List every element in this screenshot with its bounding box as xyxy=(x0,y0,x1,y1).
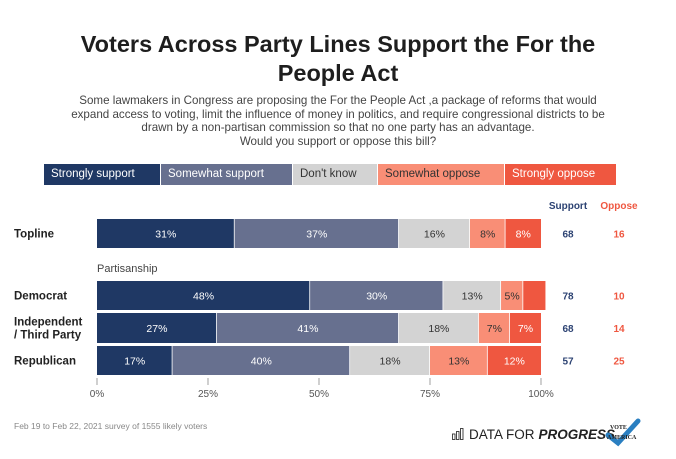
oppose-total: 16 xyxy=(613,230,625,241)
bar-segment xyxy=(216,313,399,343)
legend-item-strongly-support: Strongly support xyxy=(44,164,161,185)
bar-segment xyxy=(509,313,541,343)
bar-value-label: 30% xyxy=(366,291,387,303)
bar-value-label: 13% xyxy=(448,356,469,368)
bar-segment xyxy=(430,346,487,375)
subtitle-line: Some lawmakers in Congress are proposing… xyxy=(79,94,597,107)
bar-segment xyxy=(97,346,172,375)
bar-value-label: 8% xyxy=(480,229,495,241)
bar-segment xyxy=(505,219,541,248)
support-total: 68 xyxy=(562,230,574,241)
bar-value-label: 12% xyxy=(504,356,525,368)
bar-value-label: 5% xyxy=(505,291,520,303)
support-total: 78 xyxy=(562,292,574,303)
bar-segment xyxy=(97,313,217,343)
oppose-header: Oppose xyxy=(600,201,638,212)
chart-title-line: People Act xyxy=(277,60,399,86)
chart-subtitle: Some lawmakers in Congress are proposing… xyxy=(0,94,676,148)
bar-value-label: 18% xyxy=(380,356,401,368)
bar-value-label: 40% xyxy=(251,356,272,368)
support-header: Support xyxy=(549,201,588,212)
legend-item-strongly-oppose: Strongly oppose xyxy=(505,164,617,185)
legend-item-somewhat-oppose: Somewhat oppose xyxy=(378,164,505,185)
data-for-progress-logo: DATA FOR PROGRESS xyxy=(452,424,615,444)
legend-item-dont-know: Don't know xyxy=(293,164,378,185)
x-tick-label: 50% xyxy=(309,389,329,400)
bar-segment xyxy=(487,346,541,375)
svg-text:AMERICA: AMERICA xyxy=(607,435,637,441)
category-label: Topline xyxy=(14,229,54,241)
x-tick-label: 0% xyxy=(90,389,105,400)
subtitle-line: Would you support or oppose this bill? xyxy=(239,134,437,148)
bar-value-label: 27% xyxy=(146,323,167,335)
subtitle-line: drawn by a non-partisan commission so th… xyxy=(141,121,535,134)
chart-title-line: Voters Across Party Lines Support the Fo… xyxy=(80,31,596,57)
bar-value-label: 18% xyxy=(428,323,449,335)
bar-value-label: 17% xyxy=(124,356,145,368)
bar-value-label: 41% xyxy=(297,323,318,335)
bar-value-label: 8% xyxy=(516,229,531,241)
bar-value-label: 48% xyxy=(193,291,214,303)
bar-segment xyxy=(398,219,470,248)
bar-segment xyxy=(469,219,505,248)
bar-value-label: 7% xyxy=(487,323,502,335)
category-label: / Third Party xyxy=(14,330,82,342)
bar-value-label: 16% xyxy=(424,229,445,241)
support-total: 57 xyxy=(562,357,574,368)
legend: Strongly support Somewhat support Don't … xyxy=(44,164,617,185)
bar-segment xyxy=(97,281,310,310)
oppose-total: 10 xyxy=(613,292,625,303)
bar-value-label: 7% xyxy=(518,323,533,335)
source-note: Feb 19 to Feb 22, 2021 survey of 1555 li… xyxy=(14,421,208,431)
bar-value-label: 37% xyxy=(306,229,327,241)
bar-segment xyxy=(443,281,501,310)
vote-america-logo: VOTE AMERICA xyxy=(605,418,641,447)
category-label: Independent xyxy=(14,317,83,329)
category-label: Democrat xyxy=(14,291,67,303)
bar-value-label: 31% xyxy=(155,229,176,241)
bar-segment xyxy=(501,281,523,310)
bar-segment xyxy=(523,281,546,310)
legend-item-somewhat-support: Somewhat support xyxy=(161,164,293,185)
chart-title: Voters Across Party Lines Support the Fo… xyxy=(0,30,676,88)
bar-segment xyxy=(350,346,430,375)
x-tick-label: 25% xyxy=(198,389,218,400)
support-total: 68 xyxy=(562,324,574,335)
bar-segment xyxy=(97,219,234,248)
oppose-total: 14 xyxy=(613,324,625,335)
group-label: Partisanship xyxy=(97,263,158,275)
bar-segment xyxy=(234,219,399,248)
x-tick-label: 75% xyxy=(420,389,440,400)
bar-chart-icon xyxy=(452,428,464,440)
x-tick-label: 100% xyxy=(528,389,554,400)
bar-segment xyxy=(310,281,443,310)
bar-segment xyxy=(398,313,479,343)
bar-segment xyxy=(172,346,350,375)
subtitle-line: expand access to voting, limit the influ… xyxy=(71,107,605,121)
brand-text-light: DATA FOR xyxy=(469,426,535,442)
oppose-total: 25 xyxy=(613,357,625,368)
svg-text:VOTE: VOTE xyxy=(610,425,627,431)
bar-segment xyxy=(478,313,510,343)
category-label: Republican xyxy=(14,356,76,368)
brand-text-bold: PROGRESS xyxy=(538,426,616,442)
bar-value-label: 13% xyxy=(462,291,483,303)
